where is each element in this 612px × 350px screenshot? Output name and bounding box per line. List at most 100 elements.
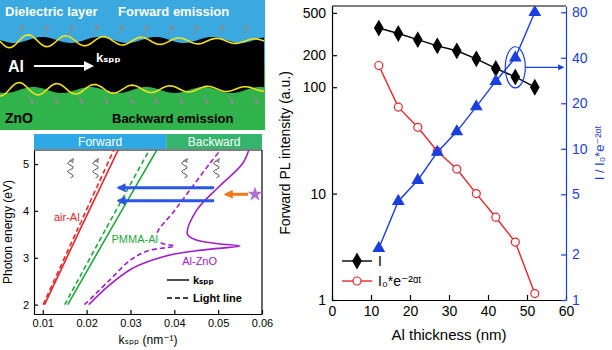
emission-arrow [53,95,58,104]
tick: 0.01 [33,310,54,329]
emission-arrow [43,25,48,36]
data-point [471,100,482,109]
coupling-arrow [118,186,214,189]
data-point [433,39,441,53]
emission-arrow [228,95,233,104]
region-label: Forward [78,135,122,149]
tick-label: 0.05 [208,317,229,329]
legend-symbol [167,279,189,280]
label: Backward emission [112,111,233,126]
tick-label: 5 [572,186,580,202]
tick-mark [561,12,566,13]
tick-mark [34,305,38,306]
emission-arrow [168,25,173,36]
data-point [511,238,519,246]
data-point [394,26,402,40]
tick-label: 80 [572,4,588,20]
data-point [510,52,521,61]
emission-arrow [28,95,33,104]
dispersion-curve [84,150,220,305]
axis-title: Forward PL intensity (a.u.) [277,71,293,235]
axis-line [35,314,263,315]
photon [67,159,73,178]
data-point [451,125,462,134]
data-point [414,123,422,131]
region-bar [166,134,262,149]
series-line [379,66,535,294]
schematic: Dielectric layerForward emissionAlkₛₚₚZn… [0,0,265,130]
emission-arrow [93,25,98,36]
tick: 10 [561,141,588,157]
tick-label: 0.02 [76,317,97,329]
frame [332,5,566,6]
tick: 20 [403,295,419,319]
decoration [67,159,262,201]
label: ZnO [5,110,33,126]
tick: 0.04 [164,310,185,329]
emission-arrow [18,25,23,36]
data-point [414,32,422,46]
tick-mark [332,300,337,301]
axis-title: Al thickness (nm) [391,326,506,343]
tick: 3 [23,252,38,264]
tick-mark [332,13,337,14]
axis-title: kₛₚₚ (nm⁻¹) [118,333,177,347]
tick-mark [488,295,489,300]
frame [34,149,262,150]
series-line [379,12,535,248]
y2-axis: 12510204080 [561,4,588,308]
tick-mark [34,211,38,212]
tick-label: 5 [23,158,29,170]
tick-mark [332,194,337,195]
data-point [531,80,539,94]
spp-field-top [0,35,264,48]
data-point [453,44,461,58]
tick: 10 [364,295,380,319]
legend-symbol [167,297,189,298]
series-label: air-Al [54,211,80,223]
annotation-arrow [525,67,563,68]
legend-label: Light line [193,292,242,304]
dispersion-curve [89,150,249,305]
x-axis: 0.010.020.030.040.050.06 [33,310,274,329]
label: Al [8,58,24,75]
axis-line [34,151,35,315]
label-patch [53,211,81,223]
tick-label: 50 [520,303,536,319]
tick: 40 [481,295,497,319]
frame [261,150,262,314]
tick: 200 [303,47,337,63]
tick-mark [34,164,38,165]
tick-label: 0 [329,303,337,319]
legend: kₛₚₚLight line [167,274,242,304]
x-axis: 0102030405060 [329,295,575,319]
tick: 1 [561,292,580,308]
legend-label: I₀*e⁻²ᵅᵗ [378,273,421,289]
y-axis: 2345 [23,151,38,315]
axis-title: I / I₀*e⁻²ᵅᵗ [592,126,607,181]
tick-mark [43,310,44,314]
data-point [432,146,443,155]
tick: 40 [561,50,588,66]
tick-mark [561,254,566,255]
tick-mark [561,58,566,59]
legend-symbol [353,254,361,268]
emission-arrow [178,95,183,104]
tick-label: 0.04 [164,317,185,329]
emission-arrow [153,95,158,104]
tick-mark [371,295,372,300]
tick: 2 [23,299,38,311]
tick-label: 20 [403,303,419,319]
emission-arrow [128,95,133,104]
dispersion-curve [43,150,114,305]
photon [93,159,99,178]
data-point [375,62,383,70]
tick-mark [218,310,219,314]
emission-arrow [243,25,248,36]
tick: 2 [561,246,580,262]
tick-label: 40 [481,303,497,319]
tick: 10 [310,186,337,202]
emission-arrow [118,25,123,36]
emission-arrow [143,25,148,36]
tick-mark [561,194,566,195]
